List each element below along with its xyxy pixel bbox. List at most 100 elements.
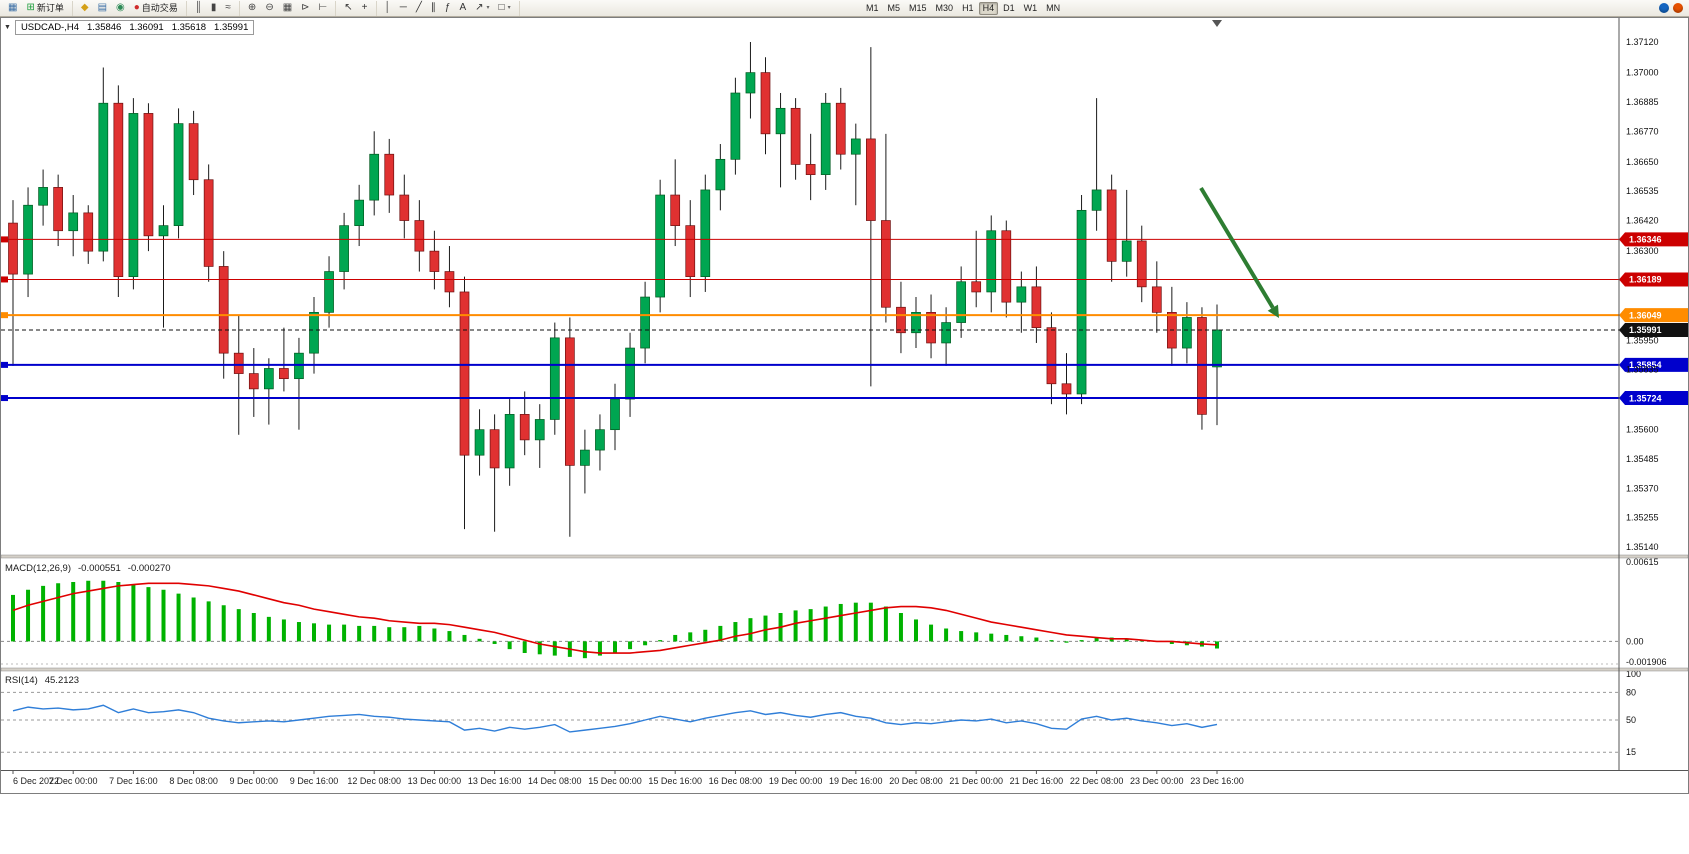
candle-body (625, 347, 635, 400)
tile-windows-icon: ▦ (282, 2, 293, 13)
horizontal-lines[interactable] (1, 236, 1619, 402)
candle-body (655, 194, 666, 298)
svg-text:1.36420: 1.36420 (1626, 216, 1659, 226)
svg-text:1.35950: 1.35950 (1626, 335, 1659, 345)
svg-text:14 Dec 08:00: 14 Dec 08:00 (528, 776, 582, 786)
candle-body (820, 102, 831, 175)
market-watch-button[interactable]: ◆ (77, 1, 93, 15)
macd-title: MACD(12,26,9) (5, 563, 71, 574)
notifications-icon[interactable] (1673, 3, 1683, 13)
candle-body (549, 337, 560, 420)
trendline-button[interactable]: ╱ (412, 1, 426, 15)
timeframe-m5-label: M5 (887, 3, 901, 13)
auto-trading-button[interactable]: ● 自动交易 (130, 1, 182, 15)
candle-body (489, 429, 500, 469)
candle-body (128, 113, 139, 277)
svg-text:1.35485: 1.35485 (1626, 454, 1659, 464)
toolbar-group-cursor: ↖ + (336, 0, 377, 16)
vertical-line-icon: │ (384, 2, 391, 13)
tile-windows-button[interactable]: ▦ (279, 1, 296, 15)
chart-window[interactable]: 1.36346 1.36189 1.36049 1.35854 1.35724 1.359… (0, 17, 1689, 794)
new-chart-button[interactable]: ▦ (4, 1, 21, 15)
arrow-head-icon (1267, 304, 1279, 318)
resistance-line-2-anchor[interactable] (1, 276, 8, 283)
new-order-button[interactable]: ⊞ 新订单 (22, 1, 67, 15)
timeframe-m30[interactable]: M30 (932, 2, 958, 15)
svg-text:1.35600: 1.35600 (1626, 425, 1659, 435)
candlestick-chart-button[interactable]: ▮ (207, 1, 221, 15)
arrow-annotation[interactable] (1199, 186, 1279, 318)
chart-canvas[interactable]: 1.36346 1.36189 1.36049 1.35854 1.35724 1.359… (1, 18, 1688, 791)
candle-body (68, 212, 79, 232)
candle-body (8, 222, 18, 275)
timeframe-h1[interactable]: H1 (958, 2, 978, 15)
chevron-down-icon: ▾ (507, 5, 511, 11)
candle-body (279, 368, 289, 380)
svg-text:50: 50 (1626, 715, 1636, 725)
chart-shift-marker (1212, 20, 1222, 27)
candle-body (1136, 240, 1147, 288)
timeframe-m1[interactable]: M1 (862, 2, 883, 15)
svg-text:7 Dec 16:00: 7 Dec 16:00 (109, 776, 158, 786)
crosshair-button[interactable]: + (358, 1, 372, 15)
candle-body (324, 271, 334, 313)
strategy-tester-button[interactable]: ◉ (112, 1, 129, 15)
support-line-1-anchor[interactable] (1, 361, 8, 368)
text-label-button[interactable]: A (455, 1, 470, 15)
svg-text:6 Dec 2022: 6 Dec 2022 (13, 776, 59, 786)
price-badge (1619, 357, 1688, 372)
timeframe-w1[interactable]: W1 (1020, 2, 1042, 15)
candle-body (1076, 209, 1087, 395)
toolbar-group-standard: ▦ ⊞ 新订单 (0, 0, 73, 16)
candle-body (474, 429, 485, 456)
zoom-in-button[interactable]: ⊕ (244, 1, 260, 15)
price-badge (1619, 308, 1688, 323)
candle-body (911, 312, 921, 334)
market-watch-icon: ◆ (80, 2, 89, 13)
candle-body (1001, 230, 1012, 303)
shapes-button[interactable]: □ ▾ (495, 1, 515, 15)
arrow-shaft[interactable] (1199, 186, 1275, 309)
support-line-2-anchor[interactable] (1, 395, 8, 402)
candle-body (339, 225, 349, 272)
channel-button[interactable]: ∥ (427, 1, 440, 15)
svg-text:1.36770: 1.36770 (1626, 126, 1659, 136)
main-toolbar: ▦ ⊞ 新订单 ◆ ▤ ◉ ● 自动交易 ║ ▮ ≈ ⊕ ⊖ ▦ ⊳ ⊢ ↖ + │ ─ ╱ ∥ ƒ A ↗ ▾ □ ▾ M1 M5 M15… (0, 0, 1689, 17)
candle-body (1197, 317, 1207, 415)
timeframe-m15[interactable]: M15 (905, 2, 931, 15)
bar-chart-button[interactable]: ║ (191, 1, 206, 15)
fibonacci-button[interactable]: ƒ (441, 1, 455, 15)
candle-body (790, 107, 801, 165)
horizontal-line-icon: ─ (399, 2, 407, 13)
candle-body (444, 271, 455, 293)
line-chart-button[interactable]: ≈ (221, 1, 235, 15)
timeframe-h4[interactable]: H4 (978, 2, 999, 15)
candle-body (143, 113, 154, 237)
chart-shift-button[interactable]: ⊢ (315, 1, 332, 15)
candle-body (294, 352, 304, 380)
timeframe-m5[interactable]: M5 (884, 2, 905, 15)
new-chart-icon: ▦ (8, 2, 18, 13)
zoom-in-icon: ⊕ (247, 2, 257, 13)
vertical-line-button[interactable]: │ (381, 1, 395, 15)
svg-text:1.35991: 1.35991 (1629, 325, 1662, 335)
cursor-button[interactable]: ↖ (340, 1, 356, 15)
pivot-line-anchor[interactable] (1, 312, 8, 319)
community-icon[interactable] (1659, 3, 1669, 13)
ohlc-high: 1.36091 (129, 22, 164, 33)
horizontal-line-button[interactable]: ─ (396, 1, 411, 15)
auto-scroll-button[interactable]: ⊳ (297, 1, 313, 15)
candle-body (38, 187, 48, 206)
candle-body (399, 194, 410, 221)
zoom-out-button[interactable]: ⊖ (261, 1, 277, 15)
svg-text:1.35255: 1.35255 (1626, 513, 1659, 523)
timeframe-d1[interactable]: D1 (999, 2, 1019, 15)
svg-text:1.35140: 1.35140 (1626, 542, 1659, 552)
candle-body (1031, 286, 1042, 329)
arrows-button[interactable]: ↗ ▾ (471, 1, 493, 15)
data-window-button[interactable]: ▤ (94, 1, 111, 15)
resistance-line-1-anchor[interactable] (1, 236, 8, 243)
timeframe-mn[interactable]: MN (1042, 2, 1064, 15)
one-click-trading-toggle-icon[interactable]: ▼ (4, 24, 11, 31)
candle-body (971, 281, 982, 293)
